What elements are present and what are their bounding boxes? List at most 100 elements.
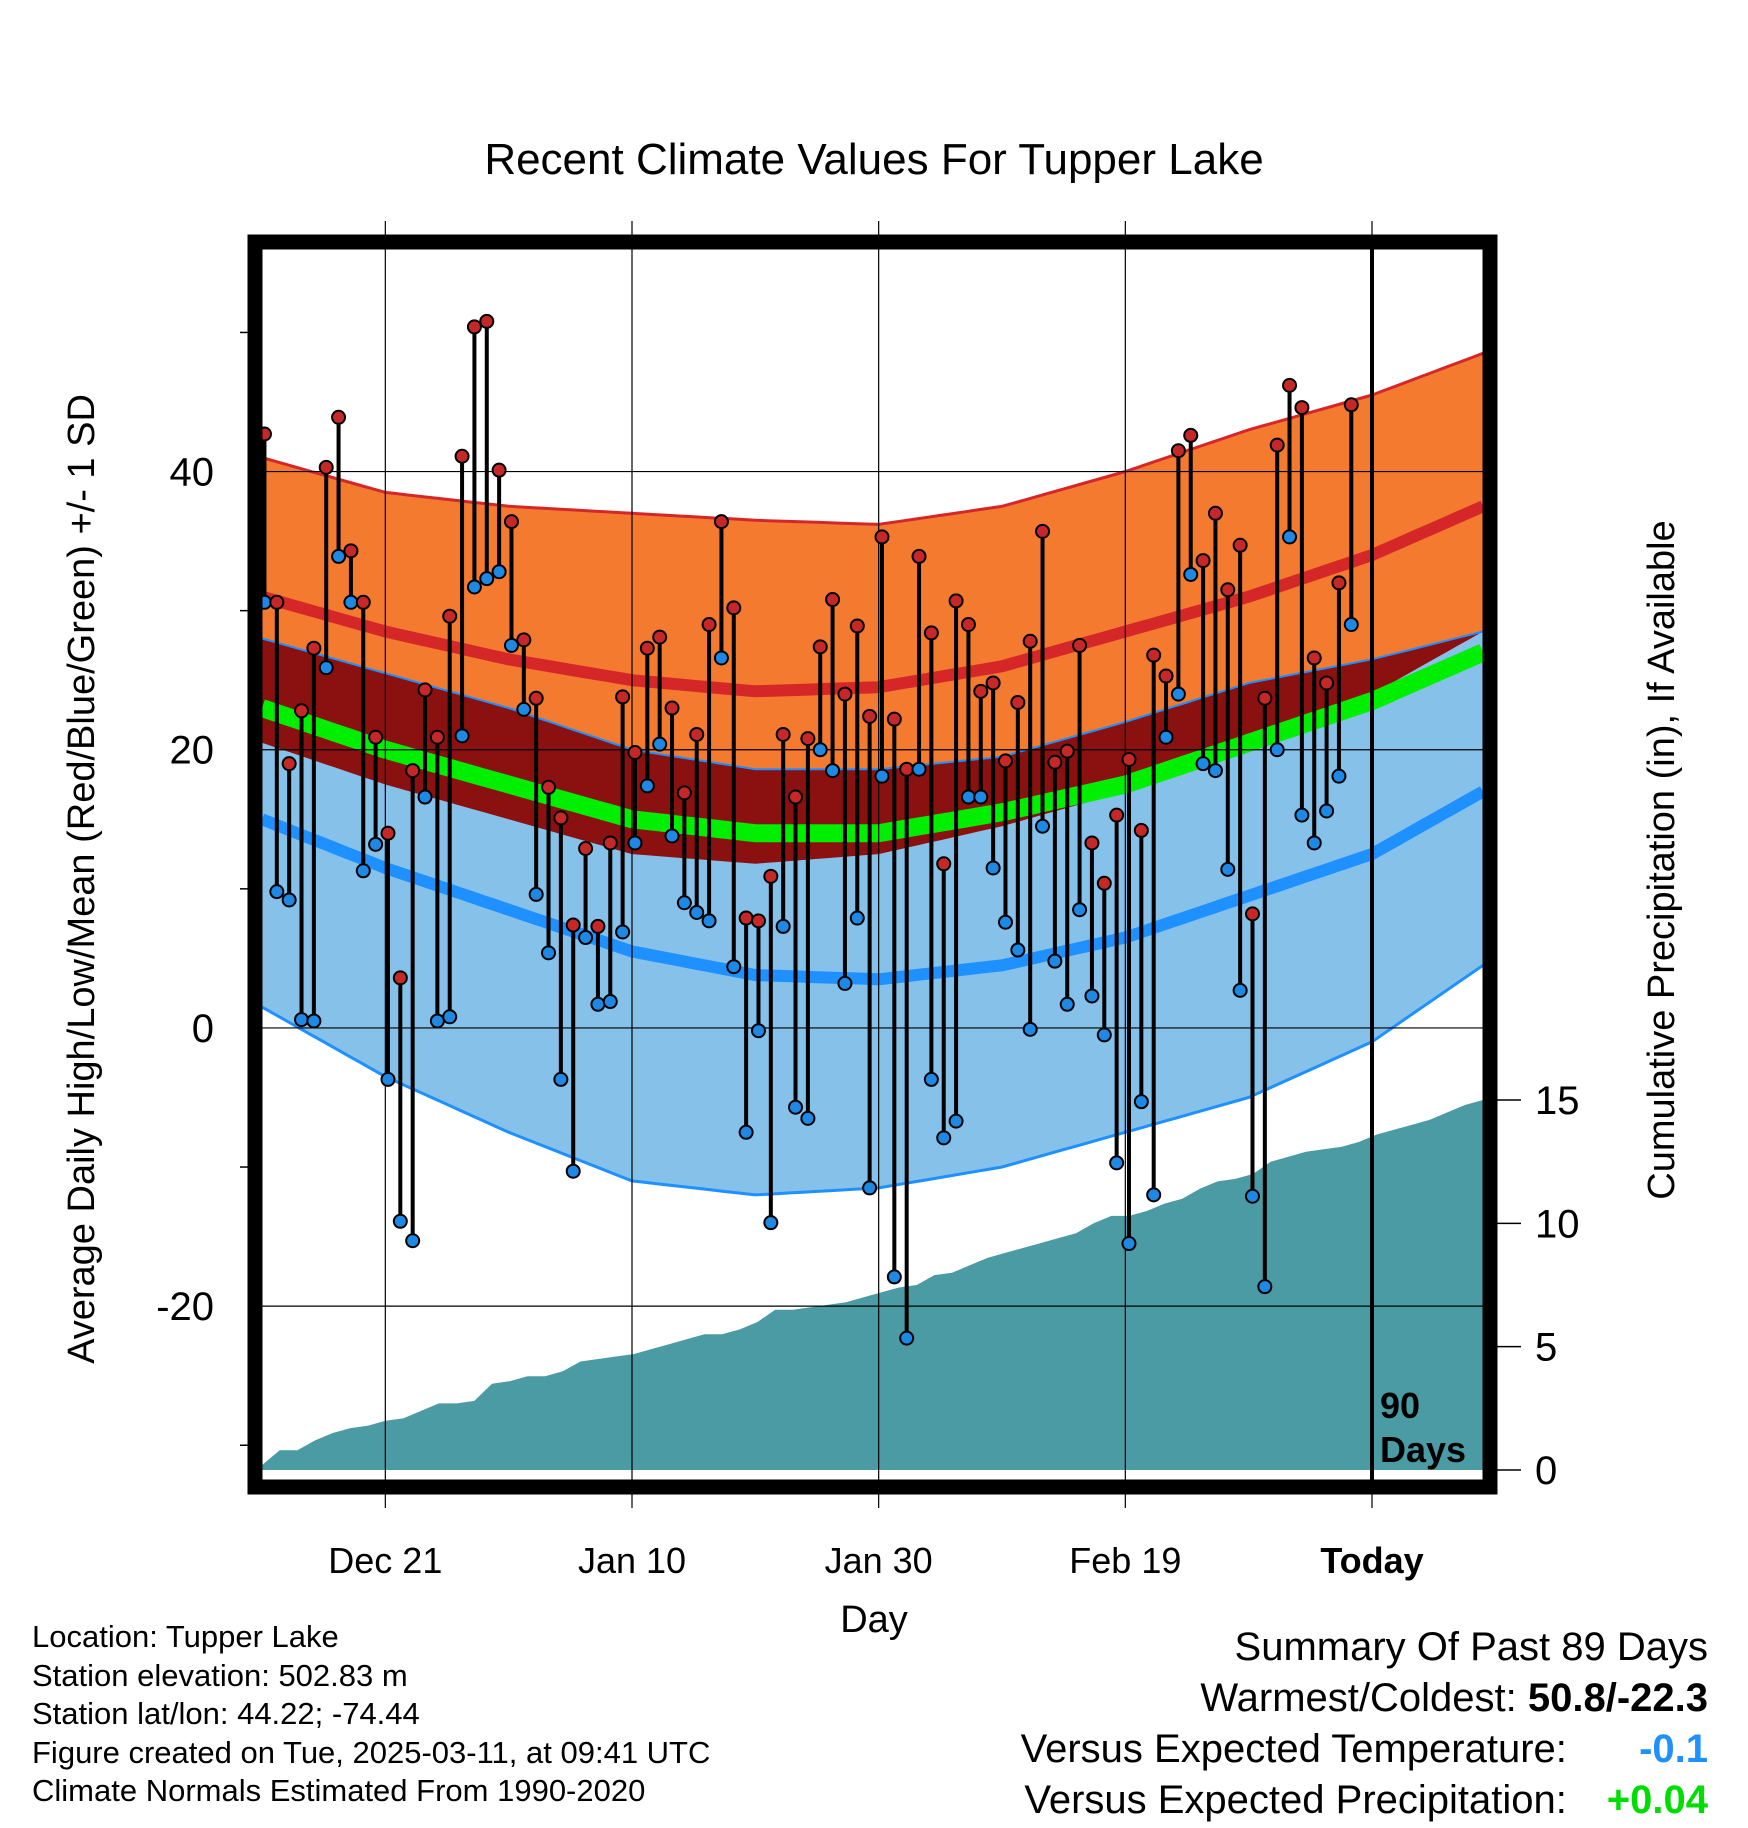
daily-high-point <box>1269 437 1285 453</box>
daily-high-point <box>911 548 927 564</box>
daily-high-point <box>886 711 902 727</box>
daily-low-point <box>726 959 742 975</box>
daily-low-point <box>800 1110 816 1126</box>
vs-temp-label: Versus Expected Temperature: <box>1020 1727 1567 1771</box>
daily-low-point <box>948 1113 964 1129</box>
daily-high-point <box>812 639 828 655</box>
daily-high-point <box>355 594 371 610</box>
daily-high-point <box>1035 523 1051 539</box>
daily-low-point <box>294 1012 310 1028</box>
x-tick-label: Today <box>1320 1540 1423 1581</box>
daily-high-point <box>516 632 532 648</box>
daily-high-point <box>775 726 791 742</box>
y-tick-label: 40 <box>170 451 215 495</box>
daily-high-point <box>1183 427 1199 443</box>
daily-high-point <box>750 913 766 929</box>
daily-high-point <box>652 629 668 645</box>
daily-high-point <box>874 529 890 545</box>
daily-high-point <box>479 313 495 329</box>
daily-high-point <box>318 459 334 475</box>
daily-low-point <box>1282 529 1298 545</box>
daily-high-point <box>503 514 519 530</box>
daily-low-point <box>1232 982 1248 998</box>
daily-high-point <box>1331 575 1347 591</box>
daily-high-point <box>602 835 618 851</box>
station-info: Location: Tupper Lake Station elevation:… <box>32 1618 710 1811</box>
daily-low-point <box>639 778 655 794</box>
daily-high-point <box>689 726 705 742</box>
daily-low-point <box>923 1071 939 1087</box>
daily-high-point <box>1319 675 1335 691</box>
daily-low-point <box>442 1009 458 1025</box>
daily-low-point <box>997 914 1013 930</box>
daily-high-point <box>491 462 507 478</box>
daily-low-point <box>615 924 631 940</box>
daily-low-point <box>1294 807 1310 823</box>
daily-low-point <box>1306 835 1322 851</box>
daily-low-point <box>1084 988 1100 1004</box>
daily-low-point <box>960 789 976 805</box>
daily-high-point <box>948 593 964 609</box>
daily-low-point <box>899 1330 915 1346</box>
daily-high-point <box>553 810 569 826</box>
daily-low-point <box>1220 861 1236 877</box>
daily-low-point <box>664 828 680 844</box>
y2-axis-label: Cumulative Precipitation (in), If Availa… <box>1641 520 1683 1199</box>
y-tick-label: -20 <box>156 1285 214 1329</box>
daily-low-point <box>849 910 865 926</box>
daily-low-point <box>652 736 668 752</box>
vs-precip-label: Versus Expected Precipitation: <box>1024 1778 1567 1822</box>
x-axis-label: Day <box>840 1599 908 1641</box>
daily-low-point <box>788 1099 804 1115</box>
daily-high-point <box>676 785 692 801</box>
daily-low-point <box>565 1163 581 1179</box>
x-tick-label: Dec 21 <box>328 1540 442 1581</box>
daily-high-point <box>726 600 742 616</box>
vs-temp-value: -0.1 <box>1639 1727 1708 1771</box>
daily-low-point <box>306 1013 322 1029</box>
daily-high-point <box>466 319 482 335</box>
daily-low-point <box>479 571 495 587</box>
daily-high-point <box>862 708 878 724</box>
vs-precip-row: Versus Expected Precipitation: +0.04 <box>1021 1775 1708 1826</box>
daily-high-point <box>590 918 606 934</box>
daily-high-point <box>343 543 359 559</box>
daily-high-point <box>454 448 470 464</box>
today-annotation-number: 90 <box>1380 1385 1420 1426</box>
daily-high-point <box>837 686 853 702</box>
daily-high-point <box>738 910 754 926</box>
low-mean-line <box>259 786 1486 986</box>
daily-high-point <box>281 756 297 772</box>
daily-high-point <box>788 789 804 805</box>
daily-high-point <box>1022 633 1038 649</box>
daily-high-point <box>1170 443 1186 459</box>
daily-low-point <box>1096 1027 1112 1043</box>
daily-low-point <box>429 1013 445 1029</box>
daily-low-point <box>837 975 853 991</box>
daily-low-point <box>602 994 618 1010</box>
mean-line <box>259 644 1487 843</box>
daily-high-point <box>1096 875 1112 891</box>
daily-low-point <box>886 1269 902 1285</box>
daily-high-point <box>713 514 729 530</box>
daily-low-point <box>936 1130 952 1146</box>
daily-low-point <box>985 860 1001 876</box>
daily-high-point <box>1109 807 1125 823</box>
daily-low-point <box>590 996 606 1012</box>
summary-panel: Summary Of Past 89 Days Warmest/Coldest:… <box>1021 1622 1708 1826</box>
x-tick-label: Jan 10 <box>578 1540 686 1581</box>
daily-high-point <box>849 618 865 634</box>
daily-low-point <box>627 835 643 851</box>
daily-low-point <box>380 1071 396 1087</box>
daily-low-point <box>1146 1187 1162 1203</box>
daily-low-point <box>1269 742 1285 758</box>
warm-cold-label: Warmest/Coldest: <box>1200 1676 1517 1720</box>
daily-low-point <box>874 768 890 784</box>
daily-high-point <box>1121 751 1137 767</box>
daily-low-point <box>1257 1279 1273 1295</box>
daily-high-point <box>306 640 322 656</box>
daily-high-point <box>380 825 396 841</box>
daily-low-point <box>1183 566 1199 582</box>
daily-low-point <box>417 789 433 805</box>
normals-text: Climate Normals Estimated From 1990-2020 <box>32 1773 646 1808</box>
